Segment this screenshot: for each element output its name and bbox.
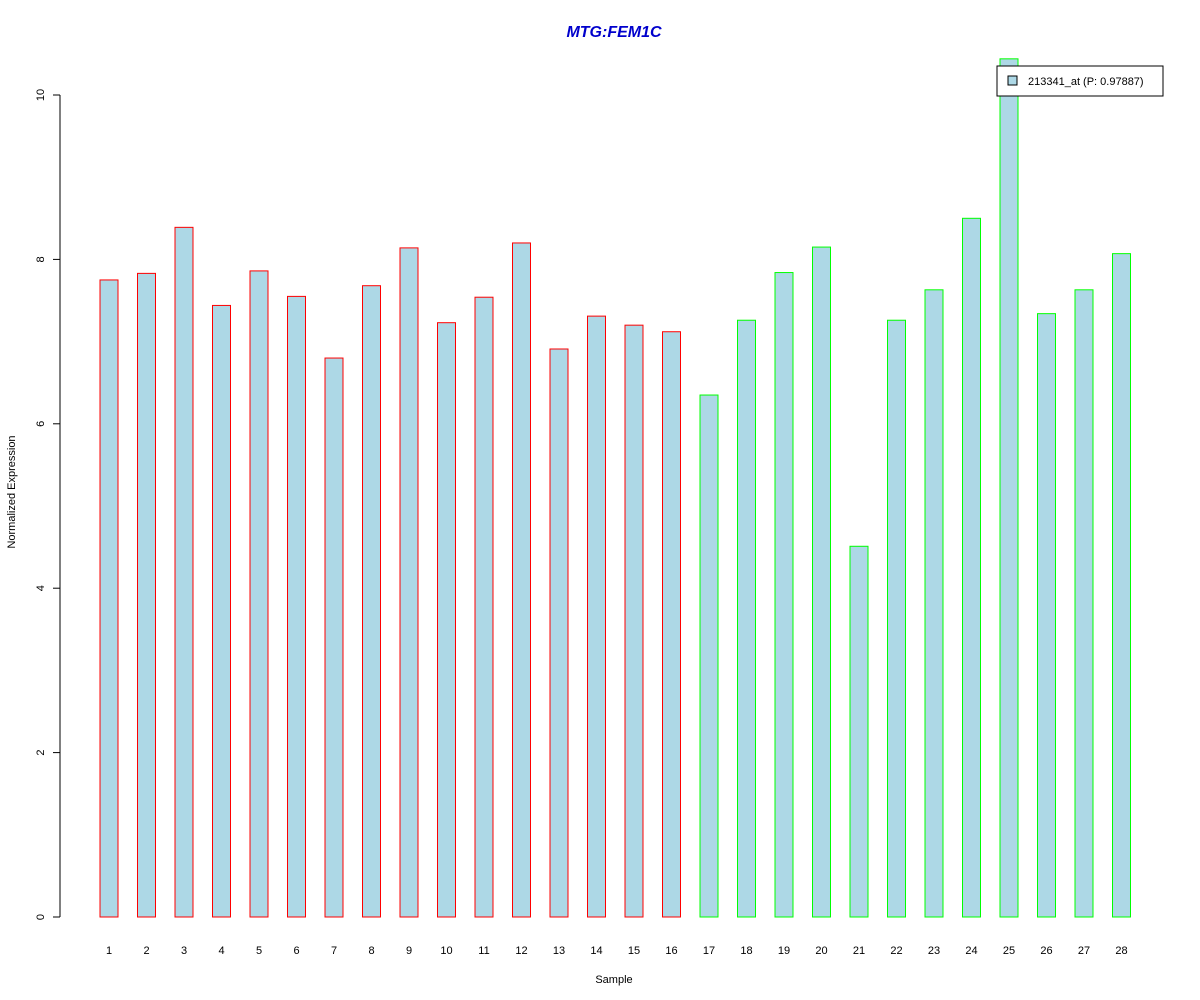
bar-sample-17 [699,394,719,918]
x-tick-label: 5 [256,945,262,957]
bar-sample-26 [1037,313,1056,918]
bar-sample-21 [849,545,869,918]
bar-sample-22 [887,319,906,918]
y-tick-label: 6 [35,421,47,427]
y-axis: 0 2 4 6 8 10 [35,89,61,920]
x-tick-label: 17 [703,945,715,957]
x-tick-label: 26 [1040,945,1052,957]
x-tick-label: 15 [628,945,640,957]
bar-sample-6 [287,295,306,918]
legend-entry: 213341_at (P: 0.97887) [1028,76,1144,88]
bar-sample-4 [212,304,231,918]
y-tick-label: 0 [35,914,47,920]
x-tick-label: 12 [515,945,527,957]
x-axis-label: Sample [595,974,632,986]
x-tick-label: 22 [890,945,902,957]
x-tick-label: 21 [853,945,865,957]
bar-sample-9 [399,247,419,918]
bar-sample-15 [624,324,644,918]
x-tick-label: 4 [218,945,224,957]
legend-box [996,65,1164,97]
x-tick-label: 20 [815,945,827,957]
x-tick-label: 11 [478,945,489,957]
bar-sample-8 [362,285,381,918]
y-tick-label: 2 [35,750,47,756]
bar-sample-7 [324,357,344,918]
chart-title: MTG:FEM1C [566,24,662,41]
bar-sample-12 [512,242,531,918]
x-tick-label: 7 [331,945,337,957]
bar-sample-16 [662,331,681,918]
bar-sample-2 [137,272,156,918]
bar-sample-28 [1112,253,1131,918]
bar-sample-23 [924,289,944,918]
bar-sample-25 [999,58,1019,918]
bars [99,58,1131,918]
bar-sample-1 [99,279,119,918]
y-axis-label: Normalized Expression [6,435,18,548]
x-tick-label: 14 [590,945,602,957]
x-tick-label: 2 [143,945,149,957]
legend: 213341_at (P: 0.97887) [996,65,1164,97]
y-tick-label: 10 [35,89,47,101]
x-tick-label: 1 [106,945,112,957]
bar-sample-24 [962,217,981,918]
x-tick-label: 9 [406,945,412,957]
bar-sample-18 [737,319,756,918]
bar-sample-3 [174,226,194,918]
bar-sample-14 [587,315,606,918]
y-tick-label: 8 [35,256,47,262]
x-tick-label: 27 [1078,945,1090,957]
x-tick-label: 24 [965,945,977,957]
bar-sample-20 [812,246,831,918]
bar-sample-11 [474,296,494,918]
x-tick-label: 8 [368,945,374,957]
x-tick-label: 10 [440,945,452,957]
x-tick-label: 19 [778,945,790,957]
x-tick-label: 13 [553,945,565,957]
x-tick-label: 23 [928,945,940,957]
bar-sample-27 [1074,289,1094,918]
x-tick-label: 28 [1115,945,1127,957]
x-tick-label: 25 [1003,945,1015,957]
x-tick-label: 3 [181,945,187,957]
bar-sample-10 [437,322,456,918]
y-tick-label: 4 [35,585,47,591]
x-tick-label: 6 [293,945,299,957]
bar-sample-5 [249,270,269,918]
bar-sample-19 [774,272,794,918]
legend-swatch [1007,75,1018,86]
bar-sample-13 [549,348,569,918]
x-tick-labels: 1 2 3 4 5 6 7 8 9 10 11 12 13 14 15 16 17 18 19 20 21 22 23 24 2… [106,945,1128,957]
x-tick-label: 18 [740,945,752,957]
x-tick-label: 16 [665,945,677,957]
